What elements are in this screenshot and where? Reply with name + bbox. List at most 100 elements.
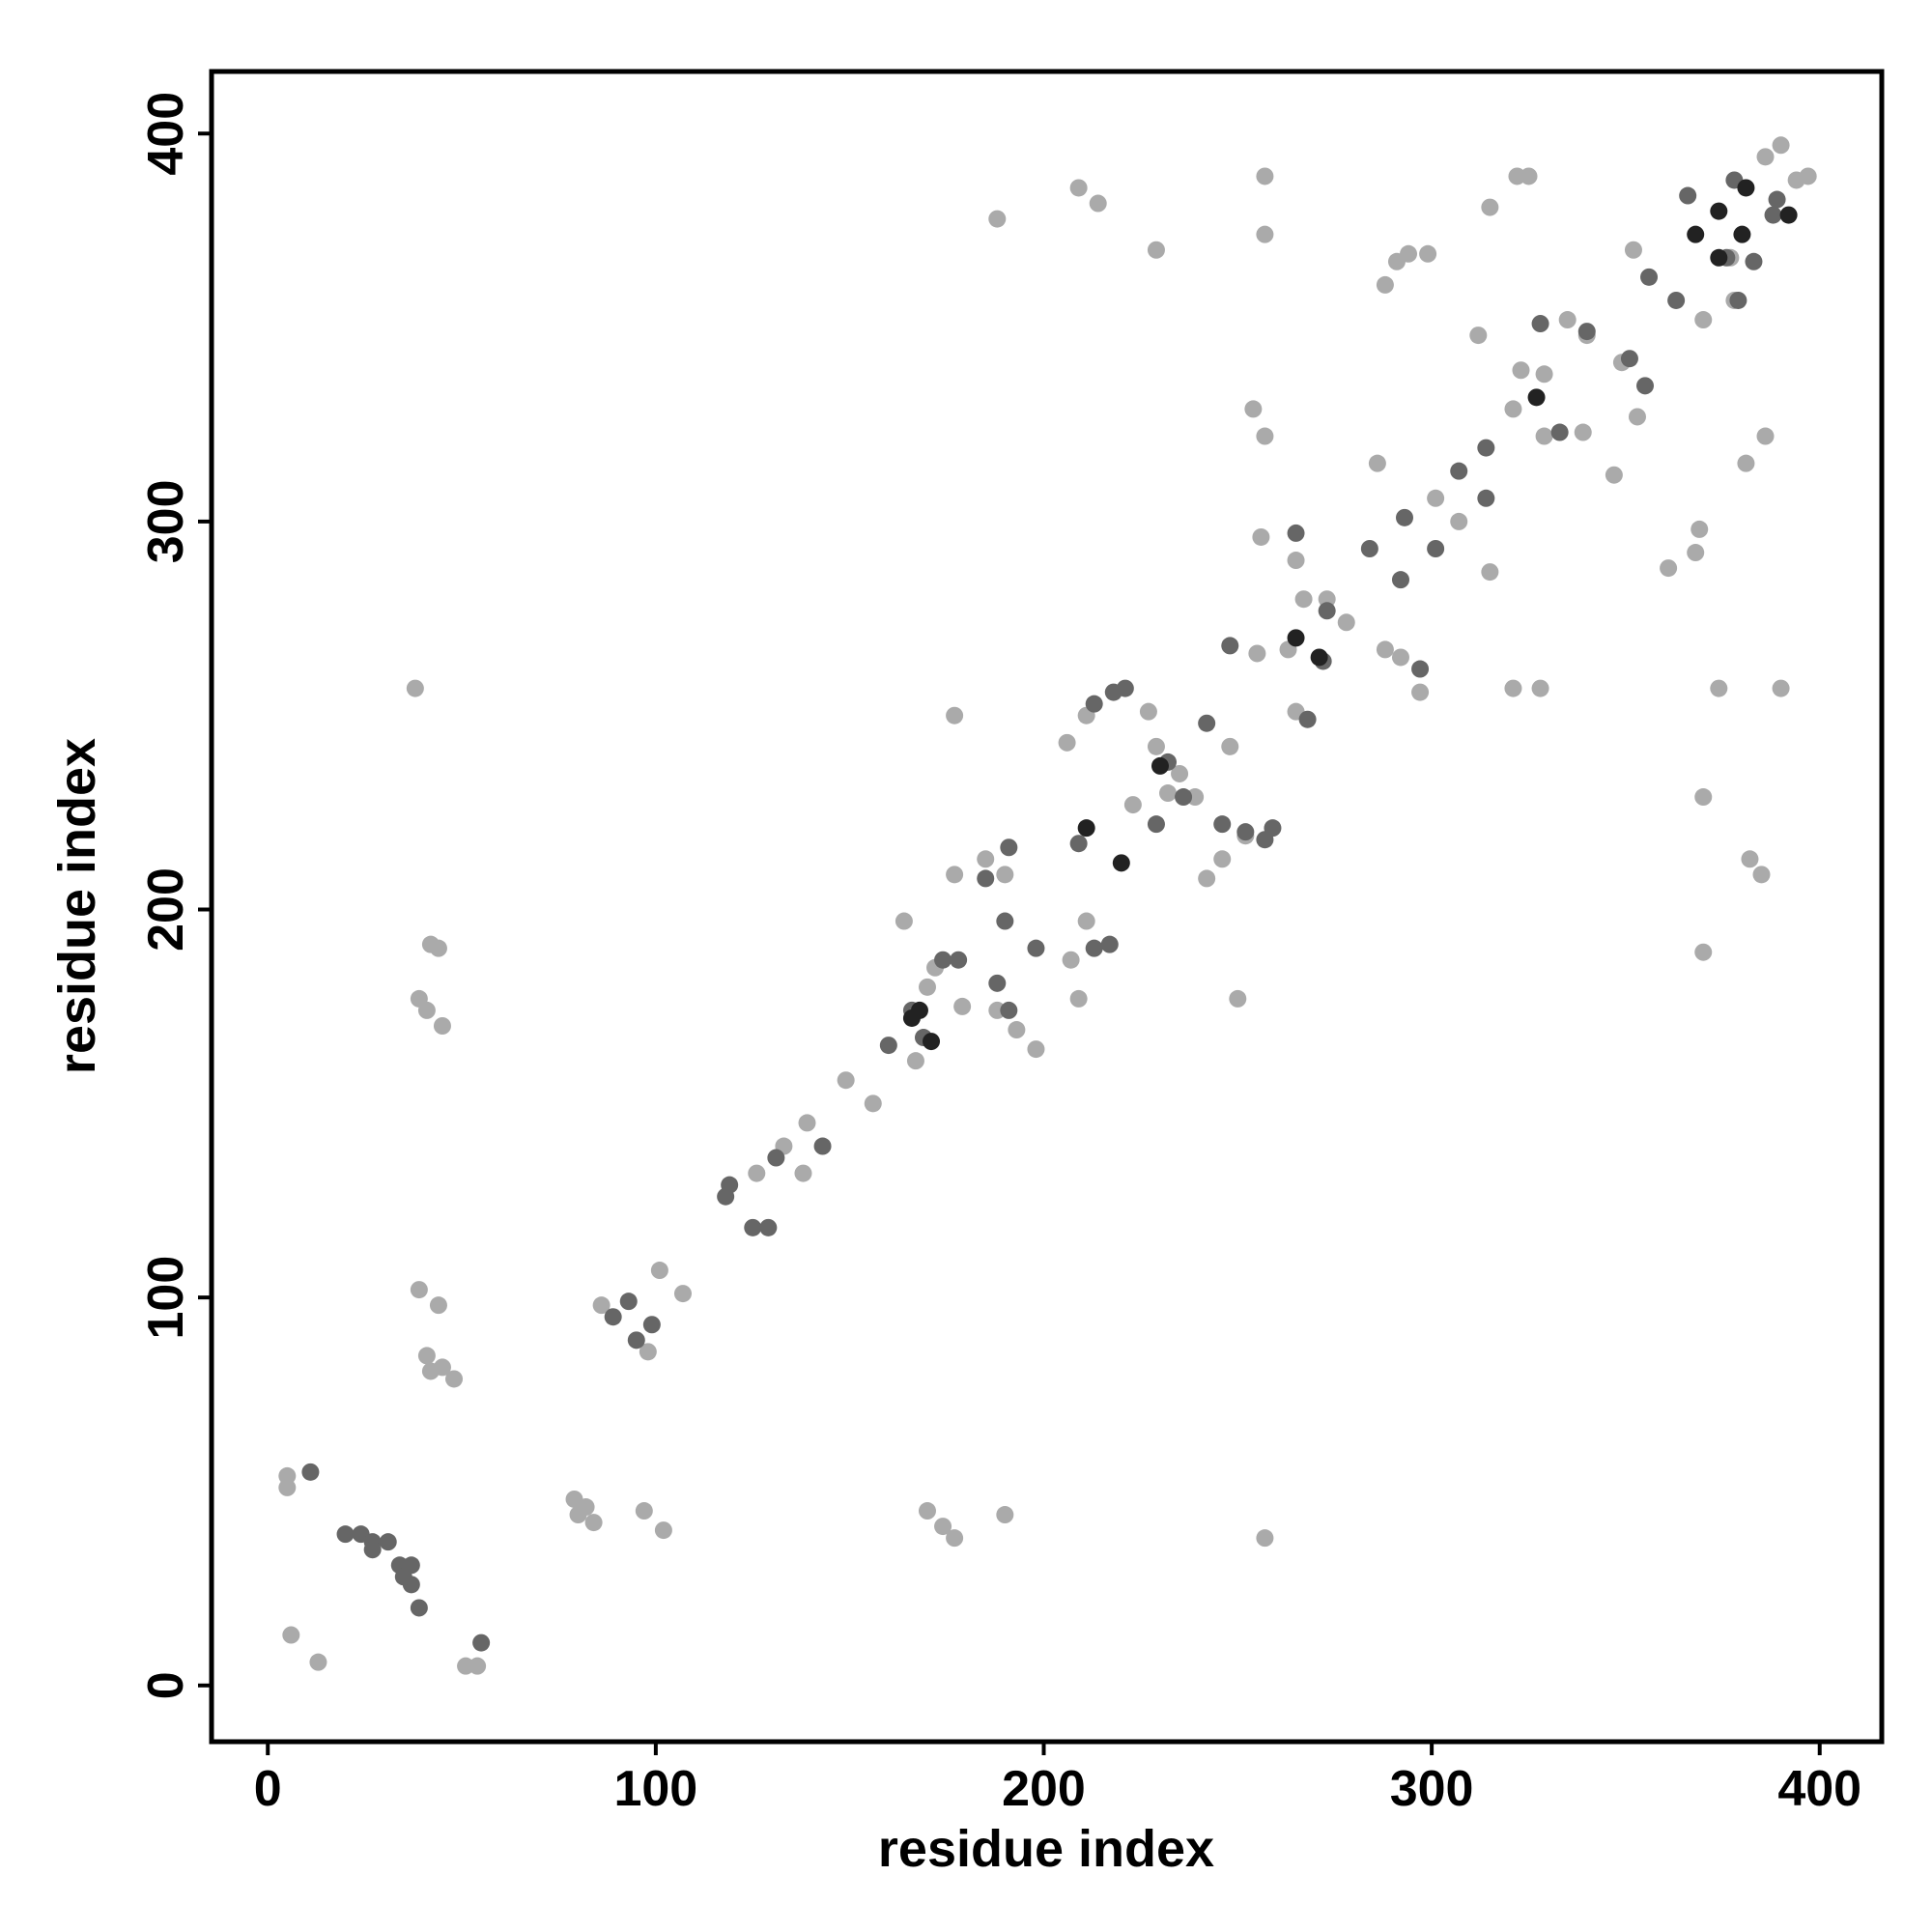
point <box>1605 466 1623 484</box>
x-axis-title: residue index <box>878 1820 1214 1878</box>
point <box>910 1001 928 1019</box>
point <box>654 1521 672 1540</box>
point <box>417 1347 436 1365</box>
point <box>1512 361 1530 380</box>
point <box>336 1525 355 1544</box>
point <box>642 1316 661 1334</box>
point <box>1520 167 1538 185</box>
point <box>417 1001 436 1019</box>
point <box>1112 854 1130 872</box>
point <box>1779 206 1798 224</box>
point <box>1287 552 1305 570</box>
point <box>1694 311 1713 329</box>
point <box>1694 943 1713 961</box>
x-tick-label: 300 <box>1390 1761 1474 1817</box>
point <box>1139 702 1157 721</box>
point <box>1574 423 1592 441</box>
point <box>1213 850 1232 868</box>
point <box>988 974 1007 992</box>
point <box>1799 167 1817 185</box>
point <box>919 1502 936 1520</box>
point <box>410 1281 428 1299</box>
point <box>1535 365 1553 384</box>
point <box>1256 225 1274 243</box>
point <box>1741 850 1759 868</box>
point <box>1069 835 1088 853</box>
point <box>1535 427 1553 445</box>
point <box>1411 683 1430 701</box>
point <box>721 1176 739 1194</box>
point <box>1123 796 1142 814</box>
point <box>1710 679 1728 697</box>
point <box>1419 244 1437 263</box>
point <box>1690 520 1709 538</box>
point <box>1147 737 1165 755</box>
point <box>767 1149 785 1167</box>
y-axis-title: residue index <box>48 738 106 1074</box>
point <box>1687 544 1705 562</box>
point <box>1660 559 1678 578</box>
point <box>1752 866 1771 884</box>
point <box>1764 206 1782 224</box>
point <box>794 1164 812 1182</box>
point <box>604 1308 622 1326</box>
x-tick-label: 200 <box>1002 1761 1086 1817</box>
point <box>1391 648 1409 667</box>
point <box>1085 695 1103 713</box>
point <box>1236 823 1255 841</box>
y-tick-label: 400 <box>138 92 194 176</box>
point <box>1244 400 1263 418</box>
point <box>1729 291 1747 309</box>
point <box>977 869 995 888</box>
point <box>1077 819 1095 838</box>
point <box>923 1033 941 1051</box>
point <box>1229 989 1247 1008</box>
point <box>1287 524 1305 542</box>
point <box>798 1114 816 1132</box>
point <box>1737 454 1755 472</box>
point <box>1481 563 1499 582</box>
x-tick-label: 0 <box>254 1761 282 1817</box>
point <box>1396 508 1413 526</box>
point <box>1450 462 1468 480</box>
point <box>934 951 952 969</box>
point <box>1756 427 1775 445</box>
point <box>1069 989 1088 1008</box>
point <box>1360 540 1378 557</box>
point <box>1175 788 1193 807</box>
point <box>433 1017 451 1035</box>
point <box>1550 423 1569 441</box>
point <box>592 1296 611 1315</box>
point <box>1198 869 1216 888</box>
point <box>1469 327 1488 345</box>
point <box>673 1285 692 1303</box>
point <box>1221 637 1239 655</box>
point <box>1687 225 1705 243</box>
y-tick-label: 100 <box>138 1256 194 1340</box>
x-tick-label: 100 <box>613 1761 697 1817</box>
point <box>946 1529 964 1548</box>
point <box>1411 660 1430 678</box>
point <box>864 1094 882 1113</box>
point <box>584 1514 603 1532</box>
point <box>429 1296 447 1315</box>
point <box>1624 241 1642 259</box>
point <box>996 1506 1014 1524</box>
point <box>650 1262 668 1280</box>
point <box>977 850 995 868</box>
point <box>1733 225 1751 243</box>
point <box>1198 714 1216 732</box>
point <box>1000 838 1018 857</box>
point <box>744 1218 762 1236</box>
point <box>1248 644 1266 663</box>
point <box>1256 1529 1274 1548</box>
point <box>1147 815 1165 834</box>
point <box>469 1657 487 1675</box>
point <box>919 978 936 996</box>
point <box>1151 756 1169 775</box>
point <box>406 679 424 697</box>
point <box>569 1506 587 1524</box>
point <box>1213 815 1232 834</box>
point <box>282 1626 300 1644</box>
